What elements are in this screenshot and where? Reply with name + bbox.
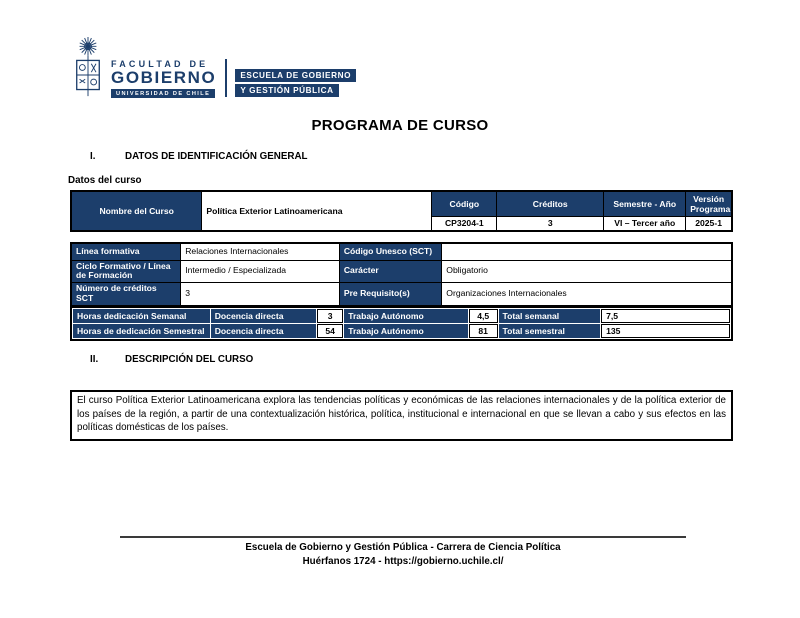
university-crest-icon <box>76 36 100 97</box>
hours-table: Horas dedicación Semanal Docencia direct… <box>70 306 733 341</box>
header-version-programa: Versión Programa <box>685 190 733 217</box>
value-creditos-sct: 3 <box>180 282 340 307</box>
table-row: Línea formativa Relaciones Internacional… <box>70 242 733 261</box>
faculty-name-main: GOBIERNO <box>111 68 217 88</box>
course-details-table: Línea formativa Relaciones Internacional… <box>70 242 733 307</box>
course-name-header: Nombre del Curso <box>70 190 203 232</box>
value-caracter: Obligatorio <box>441 259 733 284</box>
value-linea-formativa: Relaciones Internacionales <box>180 242 340 261</box>
label-caracter: Carácter <box>338 259 443 284</box>
faculty-wordmark: FACULTAD DE GOBIERNO UNIVERSIDAD DE CHIL… <box>111 59 216 98</box>
label-trabajo-autonomo-semanal: Trabajo Autónomo <box>344 309 468 323</box>
school-badge: ESCUELA DE GOBIERNO Y GESTIÓN PÚBLICA <box>235 69 357 97</box>
section-2-heading: II. DESCRIPCIÓN DEL CURSO <box>90 354 253 365</box>
institution-header: FACULTAD DE GOBIERNO UNIVERSIDAD DE CHIL… <box>72 36 357 98</box>
label-docencia-directa-semanal: Docencia directa <box>210 309 317 323</box>
label-total-semanal: Total semanal <box>498 309 601 323</box>
label-codigo-unesco: Código Unesco (SCT) <box>338 242 443 261</box>
course-identification-table: Nombre del Curso Política Exterior Latin… <box>70 190 733 232</box>
value-trabajo-autonomo-semanal: 4,5 <box>468 309 498 323</box>
header-creditos: Créditos <box>496 190 605 217</box>
page-footer: Escuela de Gobierno y Gestión Pública - … <box>120 536 686 568</box>
label-ciclo-formativo: Ciclo Formativo / Línea de Formación <box>70 259 182 284</box>
header-codigo: Código <box>431 190 498 217</box>
section-1-heading: I. DATOS DE IDENTIFICACIÓN GENERAL <box>90 151 308 162</box>
page-title: PROGRAMA DE CURSO <box>311 117 489 134</box>
label-docencia-directa-semestral: Docencia directa <box>210 324 317 338</box>
label-pre-requisitos: Pre Requisito(s) <box>338 282 443 307</box>
course-description-box: El curso Política Exterior Latinoamerica… <box>70 390 733 441</box>
value-docencia-directa-semestral: 54 <box>317 324 344 338</box>
logo-divider <box>225 59 228 97</box>
label-horas-semanal: Horas dedicación Semanal <box>73 309 210 323</box>
value-semestre-ano: VI – Tercer año <box>603 215 687 232</box>
value-pre-requisitos: Organizaciones Internacionales <box>441 282 733 307</box>
value-ciclo-formativo: Intermedio / Especializada <box>180 259 340 284</box>
university-name-bar: UNIVERSIDAD DE CHILE <box>111 89 216 98</box>
value-version-programa: 2025-1 <box>685 215 733 232</box>
label-creditos-sct: Número de créditos SCT <box>70 282 182 307</box>
value-total-semestral: 135 <box>601 324 730 338</box>
label-trabajo-autonomo-semestral: Trabajo Autónomo <box>344 324 468 338</box>
value-trabajo-autonomo-semestral: 81 <box>468 324 498 338</box>
footer-address-line: Huérfanos 1724 - https://gobierno.uchile… <box>302 555 504 567</box>
footer-school-line: Escuela de Gobierno y Gestión Pública - … <box>245 542 561 553</box>
label-total-semestral: Total semestral <box>498 324 601 338</box>
table-row: Horas dedicación Semanal Docencia direct… <box>73 309 730 323</box>
value-creditos: 3 <box>496 215 605 232</box>
section-1-label: DATOS DE IDENTIFICACIÓN GENERAL <box>125 151 308 162</box>
course-data-label: Datos del curso <box>68 175 142 186</box>
course-name-value: Política Exterior Latinoamericana <box>201 190 433 232</box>
section-1-numeral: I. <box>90 151 96 162</box>
section-2-label: DESCRIPCIÓN DEL CURSO <box>125 354 254 365</box>
school-badge-line2: Y GESTIÓN PÚBLICA <box>235 84 339 97</box>
school-badge-line1: ESCUELA DE GOBIERNO <box>235 69 357 82</box>
table-row: Horas de dedicación Semestral Docencia d… <box>73 324 730 338</box>
faculty-name-top: FACULTAD DE <box>111 59 209 70</box>
label-horas-semestral: Horas de dedicación Semestral <box>73 324 210 338</box>
label-linea-formativa: Línea formativa <box>70 242 182 261</box>
table-row: Número de créditos SCT 3 Pre Requisito(s… <box>70 282 733 307</box>
value-total-semanal: 7,5 <box>601 309 730 323</box>
header-semestre-ano: Semestre - Año <box>603 190 687 217</box>
section-2-numeral: II. <box>90 354 99 365</box>
value-codigo-unesco <box>441 242 733 261</box>
value-docencia-directa-semanal: 3 <box>317 309 344 323</box>
table-row: Ciclo Formativo / Línea de Formación Int… <box>70 259 733 284</box>
value-codigo: CP3204-1 <box>431 215 498 232</box>
